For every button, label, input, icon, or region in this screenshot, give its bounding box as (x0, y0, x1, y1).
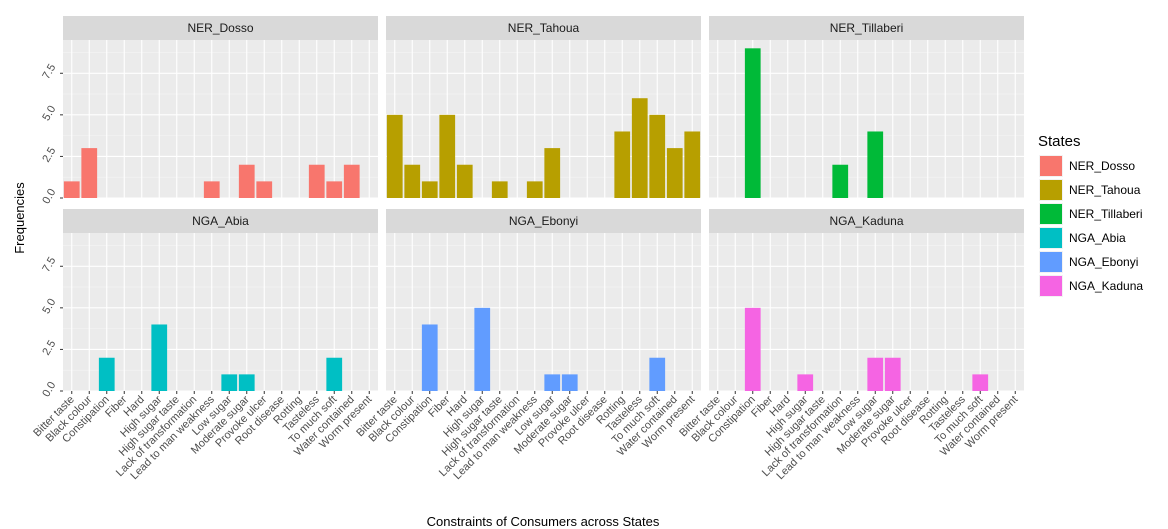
facet-strip (709, 209, 1024, 233)
bar (631, 98, 648, 198)
legend-swatch (1040, 156, 1062, 176)
legend-label: NER_Dosso (1069, 159, 1135, 173)
facet-strip (709, 16, 1024, 40)
bar (614, 131, 631, 198)
bar (326, 181, 343, 198)
bar (797, 374, 814, 391)
bar (867, 357, 884, 391)
bar (526, 181, 543, 198)
bar (649, 114, 666, 198)
panel-background (63, 233, 378, 391)
bar (221, 374, 238, 391)
bar (666, 148, 683, 198)
bar (544, 148, 561, 198)
facet-strip-label: NER_Tillaberi (830, 21, 904, 35)
panel-background (386, 40, 701, 198)
bar (544, 374, 561, 391)
bar (561, 374, 578, 391)
legend-swatch (1040, 204, 1062, 224)
bar (421, 324, 438, 391)
bar (256, 181, 273, 198)
bar (421, 181, 438, 198)
x-axis-title: Constraints of Consumers across States (427, 514, 660, 529)
bar (326, 357, 343, 391)
bar (63, 181, 80, 198)
legend-swatch (1040, 252, 1062, 272)
bar (151, 324, 168, 391)
legend-label: NGA_Abia (1069, 231, 1126, 245)
legend-label: NER_Tillaberi (1069, 207, 1143, 221)
bar (884, 357, 901, 391)
bar (684, 131, 701, 198)
bar (744, 48, 761, 198)
facet-strip (63, 209, 378, 233)
facet-strip-label: NER_Dosso (187, 21, 253, 35)
facet-strip (63, 16, 378, 40)
bar (972, 374, 989, 391)
bar (343, 164, 360, 198)
bar (308, 164, 325, 198)
bar (456, 164, 473, 198)
facet-strip-label: NGA_Kaduna (829, 214, 903, 228)
bar (867, 131, 884, 198)
panel-background (63, 40, 378, 198)
bar (404, 164, 421, 198)
legend-swatch (1040, 228, 1062, 248)
bar (238, 374, 255, 391)
facet-strip (386, 209, 701, 233)
panel-background (386, 233, 701, 391)
facet-strip-label: NER_Tahoua (508, 21, 580, 35)
legend-title: States (1038, 133, 1081, 150)
bar (439, 114, 456, 198)
panel-background (709, 40, 1024, 198)
legend: States NER_Dosso NER_Tahoua NER_Tillaberi N… (1038, 133, 1143, 297)
y-axis-title: Frequencies (12, 182, 27, 254)
bar (744, 307, 761, 391)
panel-background (709, 233, 1024, 391)
legend-label: NGA_Ebonyi (1069, 255, 1138, 269)
facet-strip (386, 16, 701, 40)
bar (238, 164, 255, 198)
bar (649, 357, 666, 391)
bar (491, 181, 508, 198)
bar (203, 181, 220, 198)
bar (832, 164, 849, 198)
legend-label: NGA_Kaduna (1069, 279, 1143, 293)
bar (98, 357, 115, 391)
legend-label: NER_Tahoua (1069, 183, 1141, 197)
bar (386, 114, 403, 198)
facet-strip-label: NGA_Ebonyi (509, 214, 578, 228)
bar (474, 307, 491, 391)
facet-strip-label: NGA_Abia (192, 214, 249, 228)
bar (81, 148, 98, 198)
legend-swatch (1040, 180, 1062, 200)
legend-swatch (1040, 276, 1062, 296)
